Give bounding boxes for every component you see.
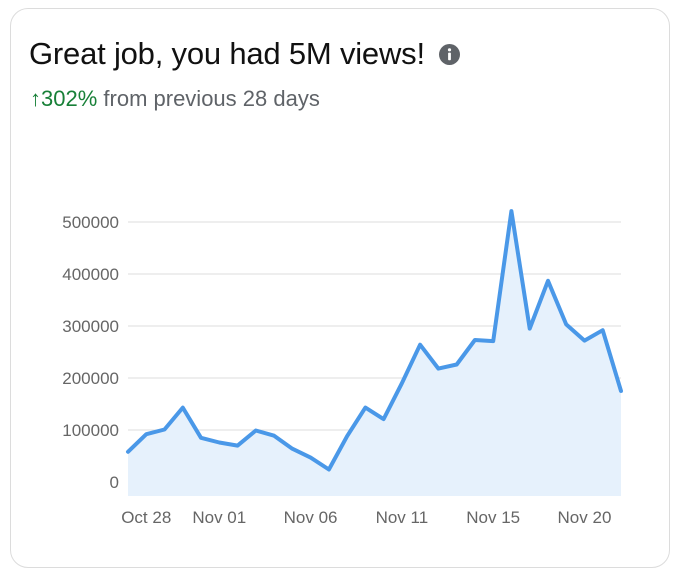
change-suffix: from previous 28 days: [97, 86, 320, 111]
change-arrow: ↑: [30, 86, 41, 111]
series-area: [128, 211, 621, 496]
title-row: Great job, you had 5M views!: [29, 36, 460, 72]
views-chart: 0 100000 200000 300000 400000 500000 Oct 28 No…: [62, 209, 623, 527]
info-icon[interactable]: [438, 43, 460, 65]
x-tick-label: Nov 20: [558, 508, 612, 527]
y-axis-ticks: 0 100000 200000 300000 400000 500000: [62, 213, 119, 492]
x-tick-label: Nov 06: [284, 508, 338, 527]
x-axis-ticks: Oct 28 Nov 01 Nov 06 Nov 11 Nov 15 Nov 20: [121, 508, 611, 527]
x-tick-label: Nov 15: [466, 508, 520, 527]
x-tick-label: Nov 01: [192, 508, 246, 527]
y-tick-label: 500000: [62, 213, 119, 232]
series-line-path: [126, 209, 623, 472]
change-summary: ↑302% from previous 28 days: [30, 86, 320, 112]
area-fill: [128, 211, 621, 496]
y-tick-label: 100000: [62, 421, 119, 440]
y-tick-label: 300000: [62, 317, 119, 336]
y-tick-label: 0: [110, 473, 119, 492]
y-tick-label: 200000: [62, 369, 119, 388]
change-value: 302%: [41, 86, 98, 111]
series-line: [126, 209, 623, 472]
y-tick-label: 400000: [62, 265, 119, 284]
x-tick-label: Nov 11: [376, 508, 429, 527]
page-title: Great job, you had 5M views!: [29, 36, 425, 71]
x-tick-label: Oct 28: [121, 508, 171, 527]
